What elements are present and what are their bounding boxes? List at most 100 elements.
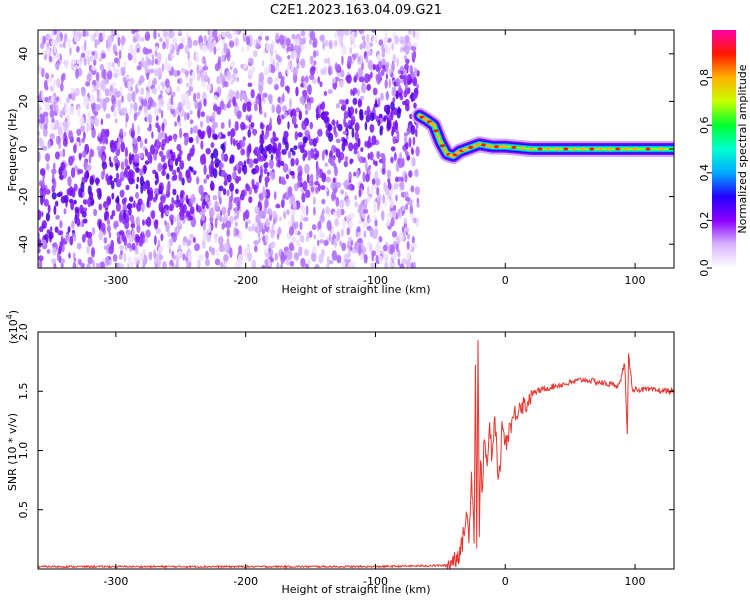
spectral-blob	[229, 154, 235, 165]
spectral-blob	[365, 55, 369, 63]
spectral-blob	[227, 207, 231, 217]
spectral-blob	[274, 83, 279, 91]
spectral-blob	[141, 56, 145, 65]
spectral-blob	[112, 67, 119, 73]
spectral-blob	[103, 210, 110, 221]
spectral-blob	[152, 101, 157, 108]
spectral-blob	[396, 57, 400, 67]
spectral-blob	[59, 230, 64, 236]
spectral-blob	[180, 192, 184, 199]
spectral-blob	[287, 250, 293, 261]
spectral-blob	[289, 170, 295, 176]
spectral-blob	[68, 155, 74, 166]
signal-peak	[563, 147, 569, 151]
spectral-blob	[41, 220, 47, 229]
spectral-blob	[144, 235, 148, 243]
spectral-blob	[308, 138, 314, 146]
spectral-blob	[290, 157, 295, 167]
snr-scale-exponent: 4	[5, 314, 14, 319]
spectral-blob	[390, 146, 396, 152]
spectral-blob	[92, 259, 95, 268]
spectral-blob	[405, 259, 412, 268]
spectral-blob	[38, 226, 44, 233]
spectral-blob	[287, 121, 290, 130]
spectral-blob	[316, 166, 320, 176]
spectral-blob	[301, 192, 306, 203]
spectral-blob	[318, 253, 324, 264]
spectral-blob	[338, 36, 342, 46]
spectral-blob	[63, 208, 67, 215]
spectral-blob	[309, 74, 315, 81]
spectral-blob	[398, 232, 405, 242]
signal-peak	[481, 143, 487, 147]
spectral-blob	[413, 42, 418, 47]
spectral-blob	[311, 245, 317, 255]
spectral-blob	[221, 169, 226, 177]
spectral-blob	[397, 249, 401, 258]
spectral-blob	[376, 75, 381, 85]
spectral-blob	[189, 110, 193, 115]
spectral-blob	[83, 131, 86, 140]
spectral-blob	[203, 35, 207, 43]
spectral-blob	[347, 55, 352, 66]
spectral-blob	[351, 127, 355, 138]
spectral-blob	[146, 196, 150, 208]
spectral-blob	[51, 192, 57, 200]
spectral-blob	[309, 121, 313, 130]
signal-peak	[489, 145, 495, 149]
spectral-blob	[302, 216, 309, 222]
signal-peak	[431, 123, 437, 127]
spectral-blob	[406, 240, 410, 250]
spectral-blob	[212, 133, 218, 140]
spectral-blob	[95, 177, 99, 187]
spectral-blob	[216, 247, 220, 256]
spectral-blob	[147, 58, 151, 66]
spectral-blob	[241, 140, 246, 148]
spectral-blob	[213, 104, 218, 112]
spectral-blob	[182, 253, 186, 261]
spectral-blob	[141, 233, 146, 244]
spectral-blob	[241, 46, 245, 53]
spectral-blob	[161, 155, 166, 163]
spectrogram-x-ticks: -300 -200 -100 0 100	[103, 30, 646, 287]
spectral-blob	[346, 74, 352, 84]
spectral-blob	[306, 205, 309, 216]
spectral-blob	[202, 65, 209, 71]
spectral-blob	[263, 112, 267, 118]
spectral-blob	[357, 137, 361, 148]
spectral-blob	[411, 148, 414, 155]
signal-peak	[511, 145, 517, 149]
spectral-blob	[300, 214, 304, 223]
spectral-blob	[207, 222, 212, 234]
signal-peak	[502, 145, 508, 149]
spectral-blob	[287, 150, 292, 159]
spectral-blob	[404, 217, 408, 225]
spectral-blob	[124, 157, 128, 167]
spectral-blob	[323, 239, 329, 247]
spectral-blob	[342, 130, 348, 135]
signal-peak	[537, 147, 543, 151]
spectral-blob	[395, 78, 401, 87]
spectral-blob	[76, 128, 82, 136]
spectral-blob	[52, 101, 57, 110]
spectral-blob	[86, 263, 91, 268]
spectral-blob	[309, 30, 316, 41]
spectral-blob	[217, 33, 221, 42]
spectral-blob	[385, 45, 391, 55]
spectral-blob	[186, 239, 192, 247]
spectral-blob	[310, 186, 315, 193]
spectral-blob	[236, 76, 239, 82]
spectral-blob	[362, 39, 367, 49]
spectral-blob	[202, 44, 208, 53]
spectral-blob	[235, 221, 238, 227]
spectral-blob	[337, 72, 341, 77]
spectral-blob	[151, 210, 156, 220]
spectral-blob	[85, 81, 91, 87]
spectral-blob	[118, 49, 122, 60]
spectral-blob	[87, 236, 93, 247]
spectral-blob	[138, 105, 143, 111]
spectral-blob	[127, 80, 132, 92]
spectral-blob	[319, 81, 323, 88]
